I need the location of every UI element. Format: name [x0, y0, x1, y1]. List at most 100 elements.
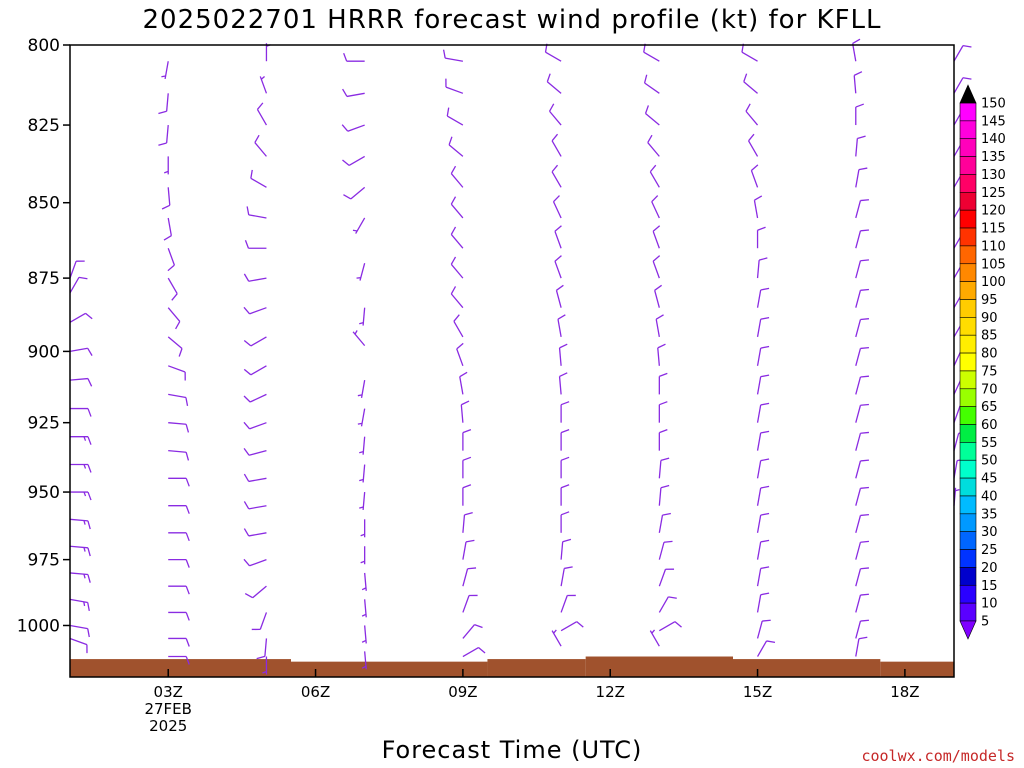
- y-axis: 800 825 850 875 900 925 950 975 1000: [17, 36, 70, 636]
- wind-barb: [756, 592, 770, 613]
- wind-barb: [243, 365, 267, 376]
- colorbar-cell: [959, 567, 977, 586]
- wind-barb: [462, 567, 477, 587]
- wind-barb: [855, 567, 870, 587]
- colorbar-label: 130: [981, 168, 1006, 183]
- surface-block: [585, 656, 733, 677]
- wind-barb: [554, 255, 562, 279]
- wind-barb: [69, 347, 93, 356]
- colorbar-label: 70: [981, 382, 998, 397]
- wind-barb: [243, 528, 267, 537]
- colorbar-label: 90: [981, 311, 998, 326]
- wind-barb: [243, 447, 267, 456]
- wind-barb: [459, 371, 468, 395]
- wind-barbs: [69, 38, 972, 675]
- wind-barb: [259, 75, 268, 94]
- wind-barb: [168, 585, 190, 595]
- wind-barb: [341, 124, 365, 132]
- wind-barb: [442, 49, 464, 62]
- wind-barb: [658, 512, 671, 533]
- colorbar-cell: [959, 442, 977, 461]
- wind-barb: [756, 485, 770, 506]
- wind-barb: [855, 167, 868, 188]
- wind-barb: [357, 380, 366, 398]
- colorbar-cell: [959, 602, 977, 622]
- y-tick-label: 925: [28, 414, 60, 434]
- colorbar-cap-top: [959, 84, 977, 104]
- wind-barb: [448, 136, 464, 157]
- colorbar-label: 50: [981, 454, 998, 469]
- colorbar-label: 85: [981, 329, 998, 344]
- wind-barb: [69, 624, 90, 638]
- wind-barb: [359, 307, 366, 326]
- wind-barb: [855, 619, 870, 639]
- wind-barb: [855, 346, 870, 366]
- wind-barb: [551, 629, 562, 647]
- wind-barb: [168, 505, 190, 514]
- wind-barb: [544, 43, 562, 62]
- wind-barb: [756, 287, 770, 308]
- wind-barb: [244, 239, 267, 249]
- wind-barb: [243, 473, 267, 483]
- y-tick-label: 875: [28, 269, 60, 289]
- colorbar-cell: [959, 263, 977, 282]
- wind-barb: [554, 225, 562, 249]
- x-tick-label: 06Z: [301, 683, 330, 701]
- wind-barb: [167, 365, 186, 381]
- wind-barb: [462, 511, 473, 533]
- wind-barb: [560, 621, 584, 632]
- colorbar-cell: [959, 102, 977, 122]
- colorbar-label: 145: [981, 114, 1006, 129]
- wind-barb: [342, 155, 365, 166]
- wind-barb: [158, 124, 169, 146]
- colorbar: 1501451401351301251201151101051009590858…: [959, 84, 1006, 640]
- colorbar-cell: [959, 245, 977, 265]
- wind-barb: [462, 539, 475, 560]
- wind-barb: [163, 156, 169, 175]
- wind-barb: [855, 229, 870, 249]
- wind-barb: [756, 345, 770, 366]
- wind-barb: [953, 77, 972, 94]
- chart-title: 2025022701 HRRR forecast wind profile (k…: [142, 5, 881, 35]
- surface-block: [291, 661, 488, 677]
- wind-barb: [450, 256, 464, 279]
- wind-barb: [855, 431, 870, 451]
- wind-barb: [560, 594, 576, 613]
- wind-barb: [855, 513, 870, 533]
- wind-barb: [167, 277, 178, 301]
- wind-barb: [756, 374, 770, 395]
- wind-barb: [560, 401, 570, 423]
- wind-barb: [551, 133, 562, 157]
- wind-barb: [852, 38, 861, 62]
- colorbar-cell: [959, 299, 977, 318]
- y-tick-label: 1000: [17, 616, 60, 636]
- wind-barb: [361, 651, 367, 670]
- wind-barb: [256, 638, 268, 660]
- wind-barb: [243, 273, 267, 282]
- wind-barb: [855, 135, 866, 157]
- wind-barb: [659, 621, 682, 632]
- wind-barb: [855, 459, 870, 479]
- x-tick-label: 12Z: [596, 683, 625, 701]
- wind-barb: [256, 102, 268, 126]
- wind-barb: [246, 206, 267, 219]
- colorbar-label: 150: [981, 97, 1006, 112]
- wind-barb: [658, 372, 668, 395]
- wind-barb: [551, 164, 562, 188]
- wind-barb: [70, 491, 92, 501]
- colorbar-cell: [959, 174, 977, 193]
- wind-barb: [69, 598, 90, 611]
- wind-barb: [855, 259, 870, 279]
- wind-barb: [557, 314, 566, 338]
- colorbar-cell: [959, 513, 977, 532]
- wind-barb: [352, 217, 366, 234]
- colorbar-label: 15: [981, 579, 998, 594]
- wind-barb: [657, 343, 666, 366]
- colorbar-cell: [959, 388, 977, 407]
- surface-block: [733, 659, 881, 677]
- y-tick-label: 850: [28, 194, 60, 214]
- surface-terrain: [70, 656, 954, 677]
- colorbar-label: 115: [981, 222, 1006, 237]
- colorbar-label: 80: [981, 347, 998, 362]
